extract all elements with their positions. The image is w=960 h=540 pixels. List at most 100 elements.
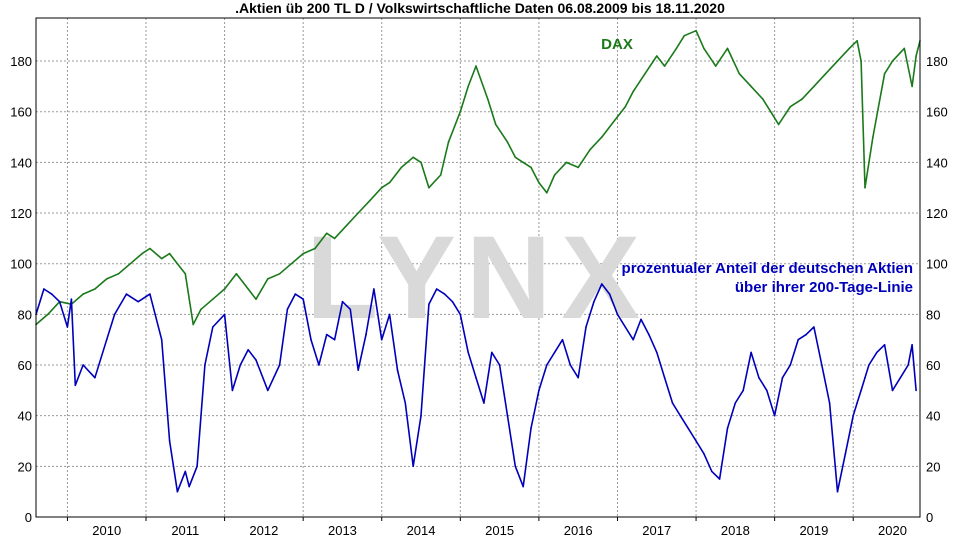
share-above-200d-line-point bbox=[451, 300, 454, 303]
dax-line-point bbox=[212, 298, 214, 301]
share-above-200d-line-point bbox=[538, 389, 540, 392]
share-above-200d-line-point bbox=[868, 364, 870, 366]
share-above-200d-line-point bbox=[58, 300, 61, 303]
y-tick-label-right: 80 bbox=[926, 307, 940, 322]
dax-line-point bbox=[848, 47, 851, 50]
dax-line-point bbox=[400, 166, 403, 169]
share-above-200d-line-point bbox=[388, 313, 391, 316]
grid-lines bbox=[36, 18, 920, 517]
share-above-200d-line-point bbox=[860, 389, 862, 392]
dax-line-point bbox=[530, 166, 532, 169]
share-above-200d-line-point bbox=[168, 440, 171, 442]
dax-line-point bbox=[494, 123, 497, 126]
share-above-200d-line-point bbox=[239, 364, 242, 366]
share-above-200d-line-point bbox=[734, 402, 737, 404]
dax-series-label: DAX bbox=[601, 36, 633, 53]
share-above-200d-line-point bbox=[113, 313, 116, 316]
share-above-200d-line-point bbox=[365, 333, 367, 336]
share-above-200d-line-point bbox=[911, 344, 913, 346]
share-above-200d-line-point bbox=[404, 402, 407, 404]
share-above-200d-line-point bbox=[294, 293, 297, 295]
dax-line-point bbox=[105, 278, 108, 280]
dax-line-point bbox=[345, 224, 348, 227]
dax-line-point bbox=[459, 110, 462, 113]
dax-line-point bbox=[546, 192, 548, 194]
share-above-200d-line-point bbox=[70, 298, 73, 301]
y-tick-label-left: 100 bbox=[10, 257, 32, 272]
y-tick-label-left: 0 bbox=[25, 510, 32, 525]
share-above-200d-line-point bbox=[852, 414, 854, 417]
share-above-200d-line-point bbox=[915, 389, 917, 392]
share-above-200d-line-point bbox=[695, 440, 697, 442]
y-tick-label-left: 60 bbox=[18, 358, 32, 373]
y-tick-label-right: 160 bbox=[926, 105, 948, 120]
share-above-200d-line-point bbox=[160, 338, 163, 341]
share-above-200d-line-point bbox=[66, 326, 69, 328]
dax-line-point bbox=[129, 262, 132, 265]
share-above-200d-line-point bbox=[679, 414, 682, 417]
share-above-200d-line-point bbox=[318, 364, 320, 366]
share-above-200d-line-point bbox=[333, 338, 336, 341]
share-above-200d-line-point bbox=[891, 389, 894, 392]
y-tick-label-left: 160 bbox=[10, 105, 32, 120]
share-above-200d-line-point bbox=[325, 333, 328, 336]
share-above-200d-line-point bbox=[50, 293, 53, 295]
share-above-200d-line-point bbox=[624, 326, 627, 328]
dax-line-point bbox=[911, 85, 913, 88]
dax-line-point bbox=[192, 323, 194, 326]
dax-line-point bbox=[915, 55, 917, 57]
share-above-200d-line-point bbox=[608, 293, 611, 295]
share-above-200d-line-point bbox=[616, 313, 619, 316]
dax-line-point bbox=[801, 98, 803, 100]
dax-line-point bbox=[675, 47, 678, 50]
y-tick-label-right: 180 bbox=[926, 54, 948, 69]
dax-line-point bbox=[632, 90, 634, 93]
share-above-200d-line-point bbox=[475, 376, 477, 379]
dax-line-point bbox=[824, 72, 827, 75]
share-above-200d-line-point bbox=[435, 288, 438, 290]
share-above-200d-line-point bbox=[231, 389, 234, 392]
share-above-200d-line-point bbox=[137, 300, 139, 303]
share-above-200d-line-point bbox=[828, 402, 831, 404]
share-above-200d-line-point bbox=[773, 414, 776, 417]
share-above-200d-line-point bbox=[255, 359, 257, 361]
dax-line-point bbox=[738, 72, 741, 75]
dax-line-point bbox=[695, 29, 697, 32]
share-above-200d-line-point bbox=[498, 364, 501, 366]
share-above-200d-line-point bbox=[844, 452, 847, 455]
share-above-200d-line-point bbox=[781, 376, 784, 379]
x-tick-label: 2014 bbox=[407, 523, 436, 538]
share-above-200d-line-point bbox=[742, 389, 744, 392]
series-layer bbox=[35, 29, 921, 493]
y-tick-label-left: 20 bbox=[18, 459, 32, 474]
x-tick-label: 2015 bbox=[485, 523, 514, 538]
share-above-200d-line-point bbox=[601, 283, 603, 285]
share-above-200d-line-point bbox=[278, 364, 281, 366]
x-tick-label: 2019 bbox=[799, 523, 828, 538]
share-above-200d-line-point bbox=[711, 470, 713, 473]
dax-line-point bbox=[644, 72, 646, 75]
share-above-200d-line-point bbox=[789, 364, 792, 366]
share-above-200d-line-point bbox=[373, 288, 375, 290]
dax-line-point bbox=[94, 288, 96, 290]
share-above-200d-line-point bbox=[883, 344, 886, 346]
y-tick-label-right: 20 bbox=[926, 459, 940, 474]
share-above-200d-line-point bbox=[286, 308, 289, 311]
dax-line-point bbox=[388, 181, 391, 184]
y-tick-label-left: 80 bbox=[18, 307, 32, 322]
dax-line-point bbox=[612, 121, 615, 123]
share-above-200d-line-point bbox=[125, 293, 128, 295]
share-above-200d-line-point bbox=[522, 485, 524, 488]
y-tick-label-right: 40 bbox=[926, 409, 940, 424]
dax-line-point bbox=[553, 174, 556, 176]
share-above-200d-line-point bbox=[758, 376, 760, 379]
dax-line-point bbox=[514, 156, 517, 159]
dax-line-point bbox=[769, 110, 772, 113]
dax-line-point bbox=[860, 60, 862, 62]
share-above-200d-line-point bbox=[546, 364, 548, 366]
dax-line-point bbox=[160, 257, 163, 260]
y-tick-label-right: 100 bbox=[926, 257, 948, 272]
share-above-200d-line-point bbox=[491, 351, 493, 354]
dax-line-point bbox=[683, 34, 686, 37]
x-tick-label: 2016 bbox=[564, 523, 593, 538]
